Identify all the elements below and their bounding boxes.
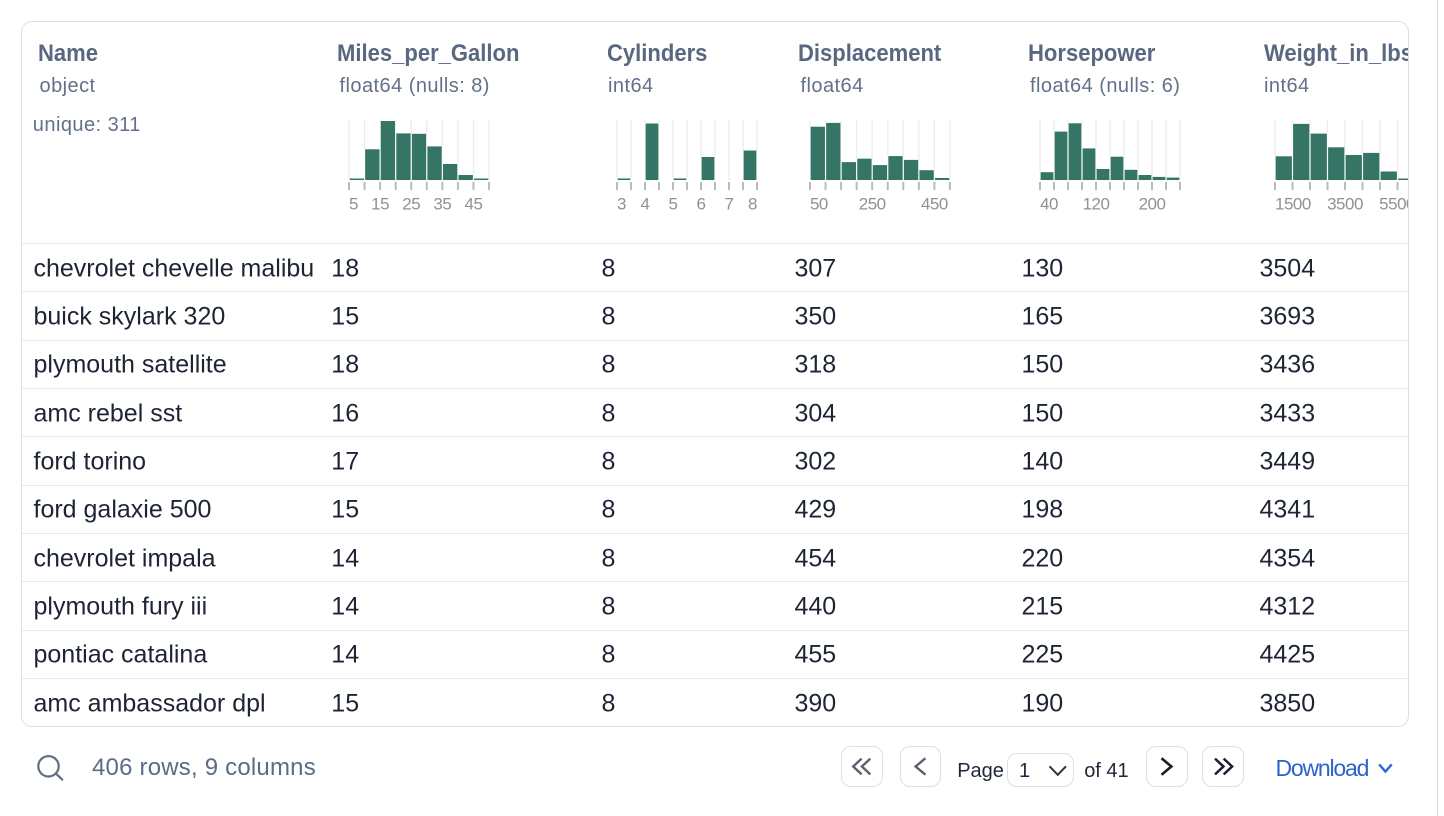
svg-text:40: 40 bbox=[1040, 195, 1058, 214]
svg-text:45: 45 bbox=[464, 194, 482, 213]
svg-text:1500: 1500 bbox=[1275, 195, 1311, 214]
svg-text:5: 5 bbox=[348, 194, 357, 213]
svg-text:120: 120 bbox=[1082, 195, 1109, 214]
svg-text:450: 450 bbox=[920, 194, 947, 213]
svg-text:200: 200 bbox=[1138, 195, 1165, 214]
svg-text:7: 7 bbox=[725, 195, 734, 214]
svg-text:35: 35 bbox=[433, 194, 451, 213]
svg-text:3: 3 bbox=[617, 195, 626, 214]
svg-text:25: 25 bbox=[402, 194, 420, 213]
svg-text:6: 6 bbox=[697, 195, 706, 214]
svg-text:15: 15 bbox=[371, 194, 389, 213]
svg-text:8: 8 bbox=[748, 195, 757, 214]
svg-text:4: 4 bbox=[641, 195, 650, 214]
svg-text:5: 5 bbox=[669, 195, 678, 214]
svg-text:50: 50 bbox=[809, 194, 827, 213]
svg-text:5500: 5500 bbox=[1379, 195, 1409, 214]
svg-text:250: 250 bbox=[858, 194, 885, 213]
svg-text:3500: 3500 bbox=[1327, 195, 1363, 214]
